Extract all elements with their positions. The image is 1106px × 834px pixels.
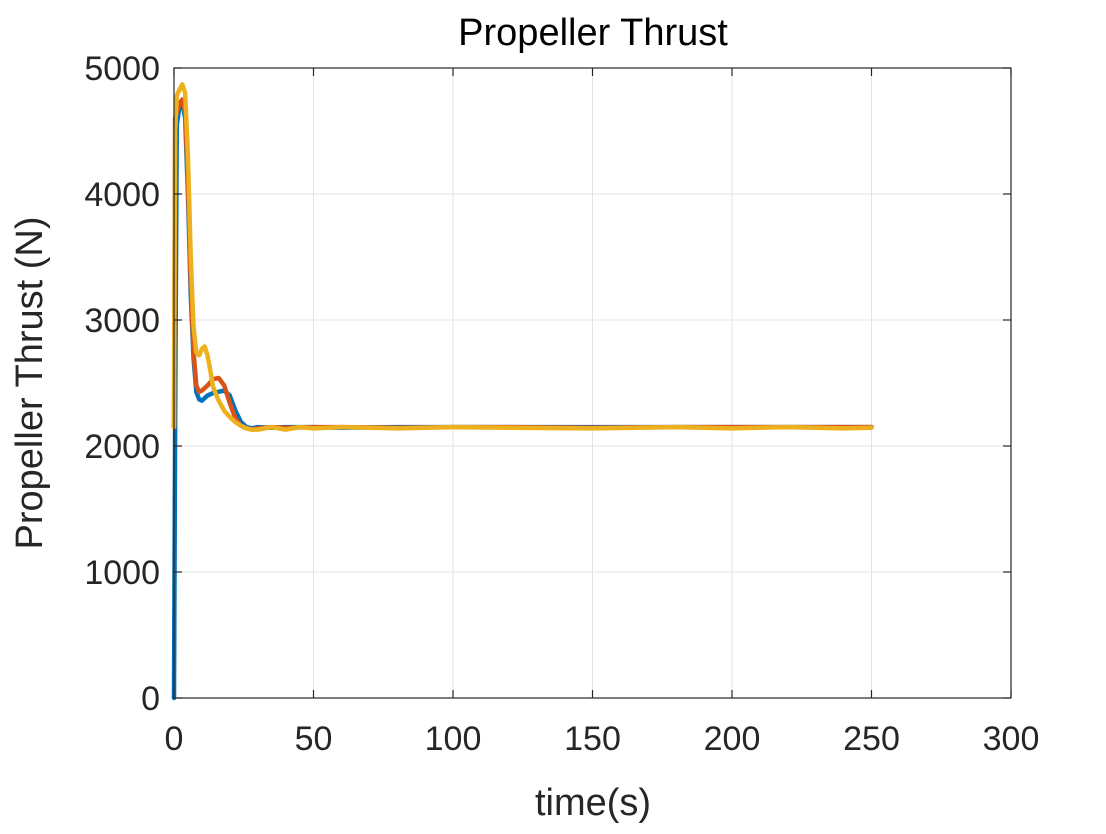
y-tick-label: 4000 [84, 176, 160, 214]
y-tick-label: 2000 [84, 428, 160, 466]
x-tick-label: 200 [704, 720, 761, 758]
chart-title: Propeller Thrust [458, 12, 728, 54]
y-axis-label: Propeller Thrust (N) [9, 217, 51, 550]
x-tick-label: 0 [165, 720, 184, 758]
y-tick-label: 1000 [84, 554, 160, 592]
grid [173, 67, 1012, 699]
y-tick-label: 0 [141, 680, 160, 718]
x-tick-label: 250 [843, 720, 900, 758]
series-line-2 [171, 97, 874, 432]
series-line-1 [171, 101, 874, 701]
series-line-3 [171, 82, 874, 432]
y-tick-label: 5000 [84, 50, 160, 88]
x-tick-label: 50 [295, 720, 333, 758]
x-tick-label: 100 [425, 720, 482, 758]
x-tick-label: 300 [983, 720, 1040, 758]
series-group [171, 82, 874, 701]
x-tick-label: 150 [564, 720, 621, 758]
x-axis-label: time(s) [535, 782, 651, 824]
y-tick-label: 3000 [84, 302, 160, 340]
